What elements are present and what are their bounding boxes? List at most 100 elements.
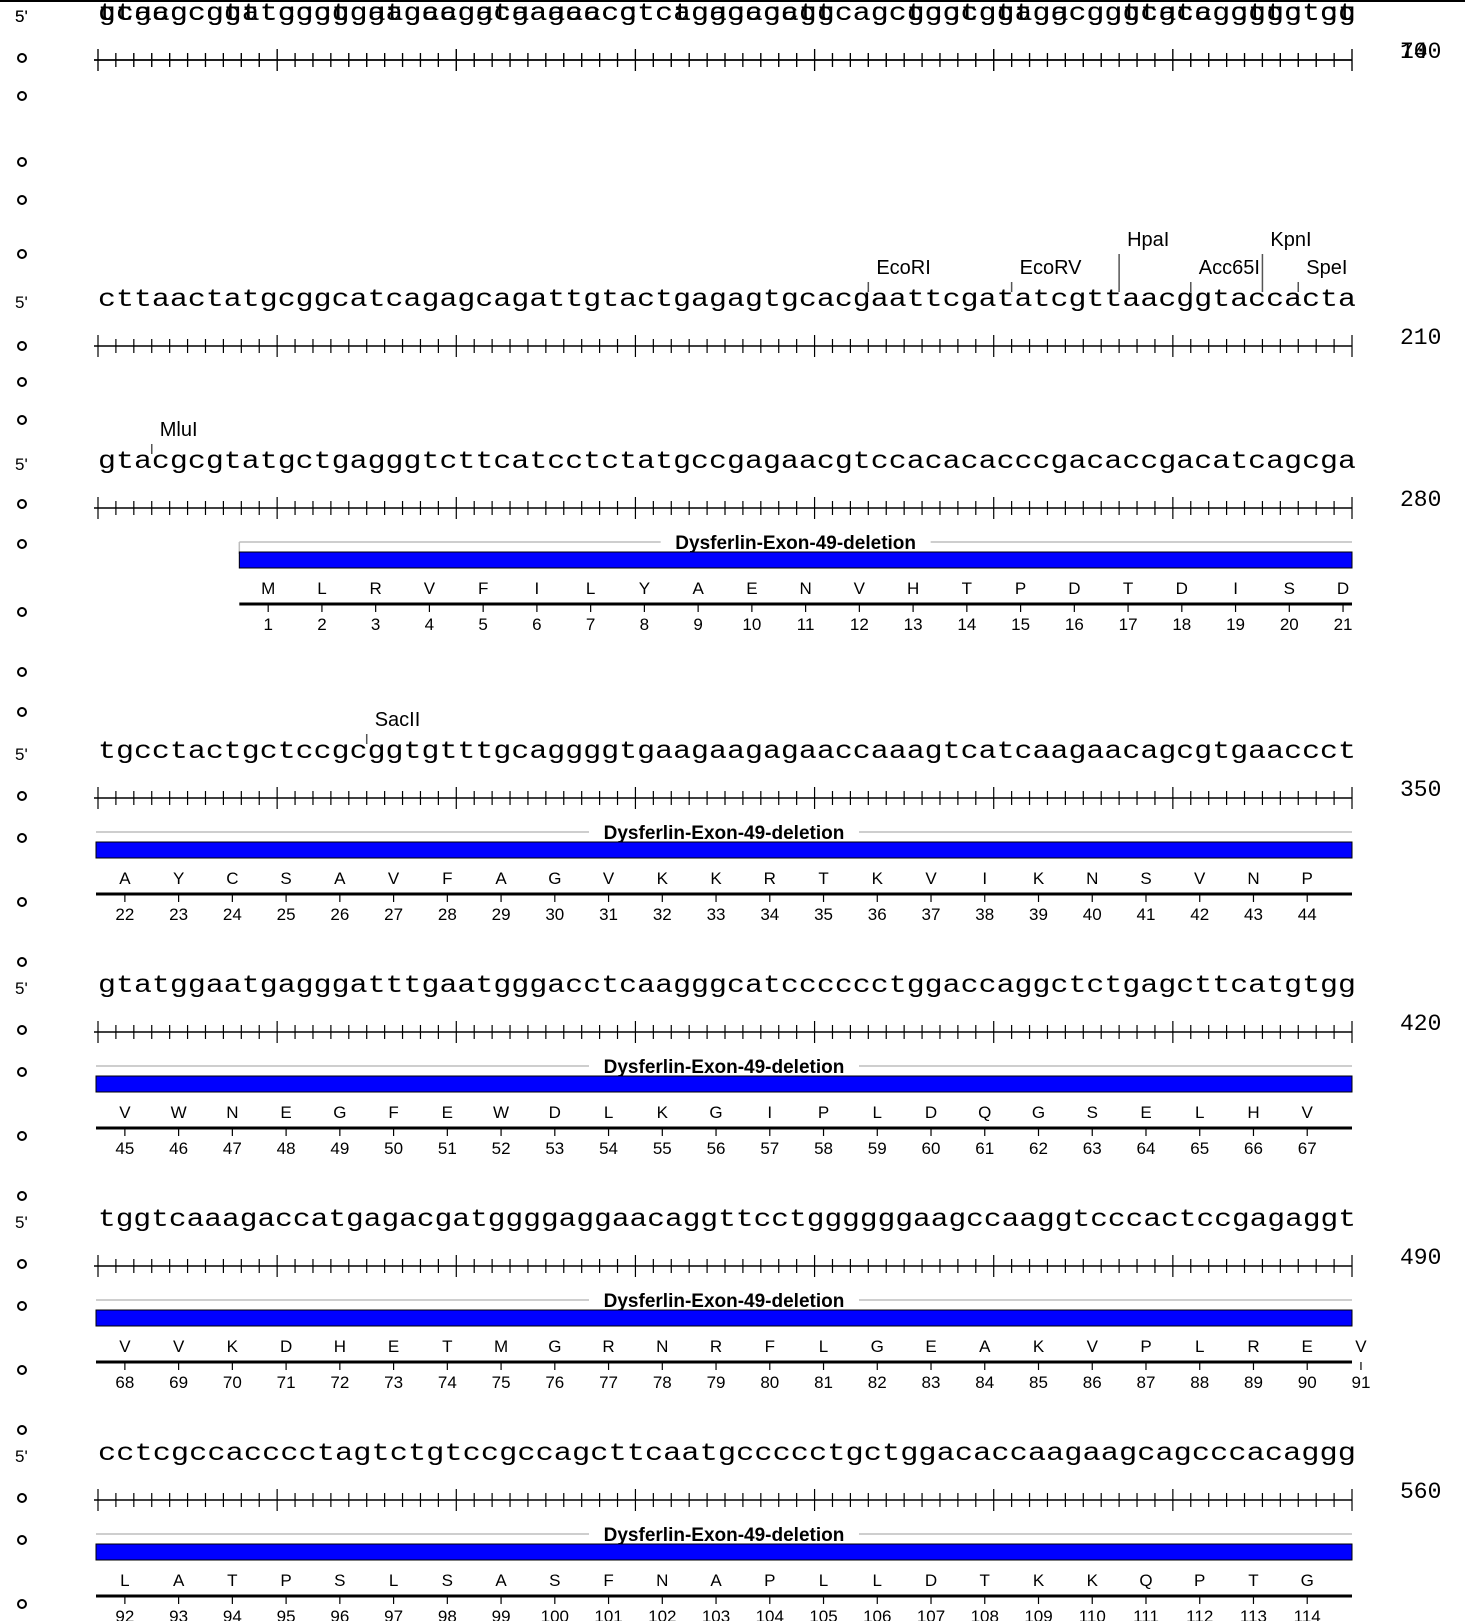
aa-number: 36 [868,905,887,924]
amino-acid: R [710,1337,722,1356]
aa-number: 25 [277,905,296,924]
aa-number: 114 [1294,1607,1321,1621]
ruler-end-number: 280 [1400,487,1441,513]
aa-number: 77 [599,1373,618,1392]
aa-number: 50 [384,1139,403,1158]
amino-acid: L [317,579,326,598]
row-marker-icon [17,1259,27,1269]
amino-acid: N [1086,869,1098,888]
aa-number: 2 [317,615,326,634]
aa-number: 111 [1133,1607,1159,1621]
row-marker-icon [17,791,27,801]
row-marker-icon [17,341,27,351]
amino-acid: I [535,579,540,598]
site-label-acc65i: Acc65I [1199,257,1260,279]
strand-label: 5' [15,293,28,312]
aa-number: 79 [707,1373,726,1392]
aa-number: 84 [975,1373,994,1392]
amino-acid: L [1195,1337,1204,1356]
amino-acid: S [442,1571,453,1590]
aa-number: 106 [863,1607,891,1621]
amino-acid: E [746,579,757,598]
feature-title-bg [589,1054,859,1078]
amino-acid: T [1123,579,1133,598]
amino-acid: M [261,579,275,598]
aa-number: 7 [586,615,595,634]
feature-bar [238,551,1353,569]
aa-number: 75 [492,1373,511,1392]
sequence-text: gtatggaatgagggatttgaatgggacctcaagggcatcc… [98,971,1356,1000]
aa-number: 97 [384,1607,403,1621]
amino-acid: K [1087,1571,1099,1590]
amino-acid: R [1247,1337,1259,1356]
feature-title-bg [589,820,859,844]
amino-acid: T [962,579,972,598]
aa-number: 53 [545,1139,564,1158]
aa-number: 13 [904,615,923,634]
aa-number: 99 [492,1607,511,1621]
aa-number: 83 [922,1373,941,1392]
amino-acid: T [227,1571,237,1590]
top-border [0,0,1465,2]
aa-number: 42 [1190,905,1209,924]
amino-acid: C [226,869,238,888]
amino-acid: P [764,1571,775,1590]
row-marker-icon [17,1067,27,1077]
aa-number: 45 [115,1139,134,1158]
aa-number: 93 [169,1607,188,1621]
aa-number: 64 [1137,1139,1156,1158]
aa-number: 91 [1351,1373,1370,1392]
amino-acid: G [548,869,561,888]
aa-number: 102 [648,1607,676,1621]
sequence-text: cttaactatgcggcatcagagcagattgtactgagagtgc… [98,285,1356,314]
aa-number: 82 [868,1373,887,1392]
amino-acid: L [819,1337,828,1356]
aa-number: 3 [371,615,380,634]
aa-number: 43 [1244,905,1263,924]
aa-number: 35 [814,905,833,924]
aa-number: 66 [1244,1139,1263,1158]
strand-label: 5' [15,7,28,26]
amino-acid: V [119,1337,131,1356]
aa-number: 27 [384,905,403,924]
site-label-hpai: HpaI [1127,229,1169,251]
amino-acid: H [334,1337,346,1356]
aa-number: 37 [922,905,941,924]
aa-number: 108 [971,1607,999,1621]
aa-number: 98 [438,1607,457,1621]
sequence-text: gtacgcgtatgctgagggtcttcatcctctatgccgagaa… [98,447,1356,476]
amino-acid: E [925,1337,936,1356]
amino-acid: D [549,1103,561,1122]
amino-acid: P [1194,1571,1205,1590]
aa-number: 33 [707,905,726,924]
sequence-text: gtaagcggatgccgggagcagacaagcccgtcagggcgcg… [98,0,1356,28]
amino-acid: V [854,579,866,598]
amino-acid: Q [1139,1571,1152,1590]
strand-label: 5' [15,1213,28,1232]
amino-acid: D [1337,579,1349,598]
site-label-ecori: EcoRI [876,257,930,279]
amino-acid: E [1140,1103,1151,1122]
amino-acid: K [1033,1571,1045,1590]
amino-acid: A [173,1571,185,1590]
aa-number: 31 [599,905,618,924]
amino-acid: L [389,1571,398,1590]
amino-acid: D [280,1337,292,1356]
amino-acid: R [764,869,776,888]
amino-acid: A [692,579,704,598]
feature-title: Dysferlin-Exon-49-deletion [604,1525,845,1546]
strand-label: 5' [15,979,28,998]
amino-acid: E [442,1103,453,1122]
feature-title: Dysferlin-Exon-49-deletion [604,1057,845,1078]
amino-acid: P [280,1571,291,1590]
amino-acid: N [799,579,811,598]
row-marker-icon [17,1365,27,1375]
amino-acid: T [980,1571,990,1590]
aa-number: 63 [1083,1139,1102,1158]
amino-acid: R [370,579,382,598]
amino-acid: E [1302,1337,1313,1356]
amino-acid: N [656,1571,668,1590]
aa-number: 86 [1083,1373,1102,1392]
amino-acid: N [226,1103,238,1122]
amino-acid: V [1302,1103,1314,1122]
